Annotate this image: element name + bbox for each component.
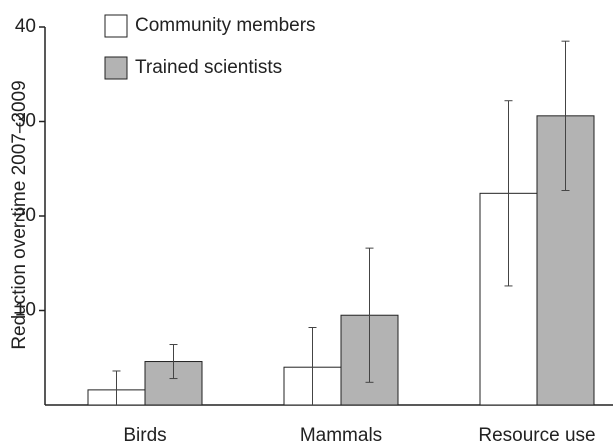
y-tick-label: 10 — [15, 300, 36, 321]
x-tick-label: Mammals — [300, 425, 382, 445]
y-tick-label: 20 — [15, 205, 36, 226]
y-axis-label: Reduction over time 2007–2009 — [9, 80, 30, 349]
legend-label: Community members — [135, 15, 316, 36]
legend-swatch — [104, 56, 128, 80]
y-tick-label: 40 — [15, 16, 36, 37]
legend-swatch — [104, 14, 128, 38]
x-tick-label: Resource use — [478, 425, 595, 445]
x-tick-label: Birds — [123, 425, 166, 445]
legend-label: Trained scientists — [135, 57, 282, 78]
y-tick-label: 30 — [15, 111, 36, 132]
